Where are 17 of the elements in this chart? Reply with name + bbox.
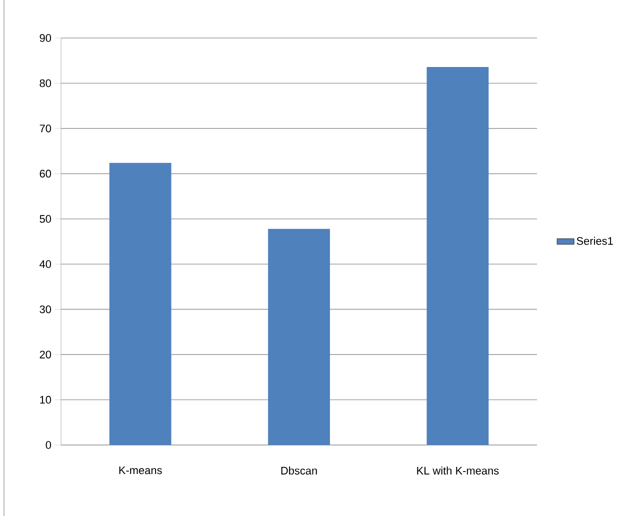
y-tick-label: 80 <box>40 79 52 88</box>
y-tick-label: 70 <box>40 124 52 132</box>
y-tick-label: 60 <box>40 170 52 178</box>
y-tick-label: 40 <box>40 260 52 268</box>
x-tick-label: K-means <box>119 466 162 474</box>
y-tick-label: 90 <box>40 34 52 42</box>
bar <box>109 162 172 445</box>
x-tick-label: KL with K-means <box>417 466 499 475</box>
y-tick-label: 20 <box>40 350 52 358</box>
bar <box>426 66 489 445</box>
bar <box>268 228 330 445</box>
y-tick-label: 30 <box>40 305 52 314</box>
legend-label: Series1 <box>576 236 613 245</box>
y-tick-label: 10 <box>40 396 52 404</box>
y-tick-label: 0 <box>46 441 52 449</box>
y-tick-label: 50 <box>40 215 52 223</box>
x-tick-label: Dbscan <box>281 466 317 475</box>
